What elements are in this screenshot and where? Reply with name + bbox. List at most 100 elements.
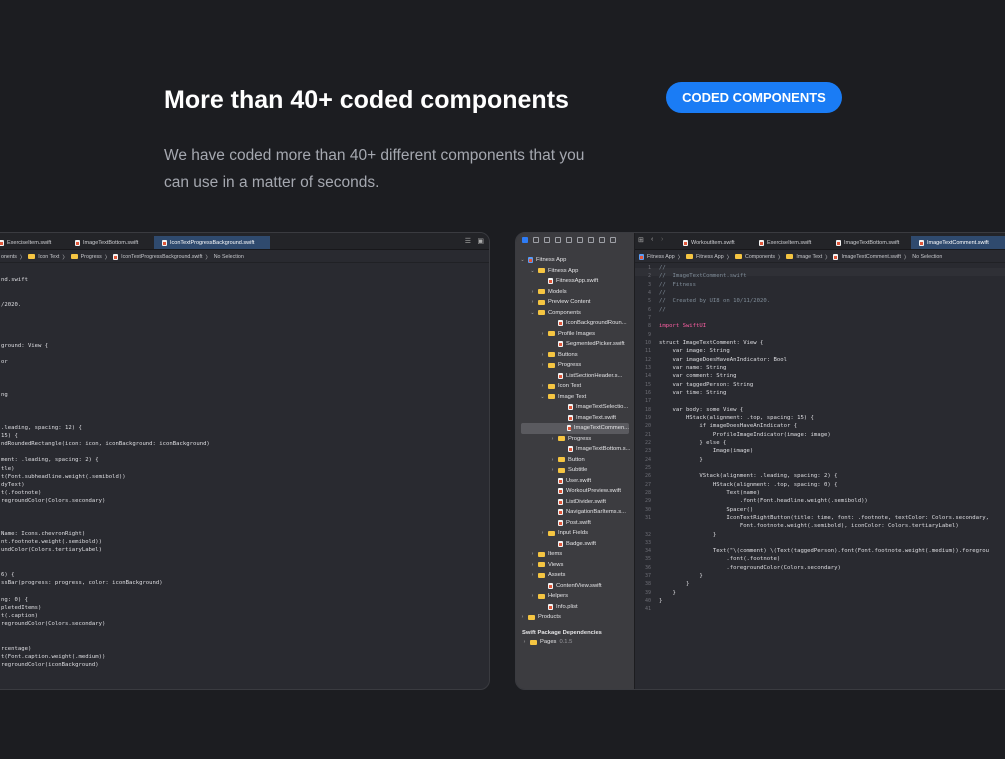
chevron-right-icon[interactable]: › bbox=[551, 456, 554, 463]
chevron-right-icon[interactable]: › bbox=[531, 299, 534, 306]
tab-exerciseitem[interactable]: ExerciseItem.swift bbox=[0, 236, 59, 249]
breadcrumb-item[interactable]: Fitness App bbox=[696, 253, 724, 260]
code-editor[interactable]: //// ImageTextComment.swift// Fitness///… bbox=[659, 264, 989, 614]
breadcrumb-item[interactable]: Components bbox=[745, 253, 776, 260]
navigator-item[interactable]: WorkoutPreview.swift bbox=[516, 486, 634, 497]
navigator-item[interactable]: User.swift bbox=[516, 476, 634, 487]
navigator-item[interactable]: › Models bbox=[516, 287, 634, 298]
coded-components-badge[interactable]: CODED COMPONENTS bbox=[666, 82, 842, 113]
navigator-item[interactable]: ContentView.swift bbox=[516, 581, 634, 592]
tab-icontextprogressbackground[interactable]: IconTextProgressBackground.swift bbox=[154, 236, 270, 249]
code-editor[interactable]: nd.swift/2020. ground: View {or ng .leading… bbox=[1, 268, 210, 669]
navigator-item[interactable]: Badge.swift bbox=[516, 539, 634, 550]
navigator-item[interactable]: › Icon Text bbox=[516, 381, 634, 392]
chevron-right-icon[interactable]: › bbox=[551, 467, 554, 474]
navigator-item[interactable]: › Profile Images bbox=[516, 329, 634, 340]
navigator-item[interactable]: SegmentedPicker.swift bbox=[516, 339, 634, 350]
navigator-item[interactable]: › Buttons bbox=[516, 350, 634, 361]
breadcrumb-item[interactable]: Icon Text bbox=[38, 253, 60, 260]
code-line bbox=[1, 448, 210, 456]
navigator-item-label: Icon Text bbox=[558, 383, 582, 390]
inspector-icon[interactable]: ▣ bbox=[477, 238, 484, 245]
breadcrumb-item[interactable]: Image Text bbox=[796, 253, 823, 260]
chevron-right-icon[interactable]: › bbox=[531, 551, 534, 558]
navigator-item[interactable]: › Views bbox=[516, 560, 634, 571]
chevron-down-icon[interactable]: ⌄ bbox=[530, 267, 535, 274]
warning-icon[interactable] bbox=[566, 237, 572, 243]
breadcrumb-item[interactable]: onents bbox=[1, 253, 17, 260]
chevron-down-icon[interactable]: ⌄ bbox=[540, 393, 545, 400]
navigator-item[interactable]: ImageTextSelectio... bbox=[516, 402, 634, 413]
navigator-item[interactable]: › Products bbox=[516, 612, 634, 623]
navigator-item[interactable]: ⌄ Fitness App bbox=[516, 266, 634, 277]
package-item[interactable]: › Pages 0.1.5 bbox=[522, 639, 573, 645]
navigator-item-label: Info.plist bbox=[556, 603, 578, 610]
chevron-right-icon[interactable]: › bbox=[541, 383, 544, 390]
navigator-item[interactable]: ImageTextCommen... bbox=[521, 423, 629, 434]
navigator-item[interactable]: › Assets bbox=[516, 570, 634, 581]
editor-layout-icon[interactable]: ☰ bbox=[464, 238, 471, 245]
tab-workoutitem[interactable]: WorkoutItem.swift bbox=[675, 236, 743, 249]
breadcrumb-item[interactable]: No Selection bbox=[213, 253, 244, 260]
navigator-item-label: Button bbox=[568, 456, 585, 463]
chevron-right-icon[interactable]: › bbox=[541, 330, 544, 337]
navigator-item[interactable]: › Progress bbox=[516, 360, 634, 371]
breadcrumb-item[interactable]: Progress bbox=[80, 253, 102, 260]
chevron-right-icon[interactable]: › bbox=[523, 639, 526, 645]
navigator-item[interactable]: › Preview Content bbox=[516, 297, 634, 308]
breadcrumb-item[interactable]: Fitness App bbox=[647, 253, 675, 260]
navigator-item[interactable]: ImageText.swift bbox=[516, 413, 634, 424]
breadcrumb-item[interactable]: IconTextProgressBackground.swift bbox=[121, 253, 203, 260]
tab-imagetextcomment[interactable]: ImageTextComment.swift bbox=[911, 236, 1005, 249]
chevron-right-icon[interactable]: › bbox=[541, 351, 544, 358]
tab-label: ExerciseItem.swift bbox=[7, 239, 52, 246]
navigator-item-label: ListSectionHeader.s... bbox=[566, 372, 623, 379]
breadcrumb-item[interactable]: No Selection bbox=[912, 253, 943, 260]
navigator-item[interactable]: ⌄ Image Text bbox=[516, 392, 634, 403]
code-line bbox=[659, 605, 989, 613]
navigator-item[interactable]: › Subtitle bbox=[516, 465, 634, 476]
navigator-item[interactable]: › Progress bbox=[516, 434, 634, 445]
report-icon[interactable] bbox=[610, 237, 616, 243]
search-icon[interactable] bbox=[555, 237, 561, 243]
debug-icon[interactable] bbox=[588, 237, 594, 243]
navigator-item[interactable]: ⌄ Components bbox=[516, 308, 634, 319]
chevron-right-icon[interactable]: › bbox=[531, 593, 534, 600]
swift-file-icon bbox=[558, 509, 563, 516]
chevron-down-icon[interactable]: ⌄ bbox=[520, 257, 525, 264]
chevron-right-icon[interactable]: › bbox=[541, 530, 544, 537]
chevron-right-icon[interactable]: › bbox=[531, 288, 534, 295]
navigator-item[interactable]: › Input Fields bbox=[516, 528, 634, 539]
source-control-icon[interactable] bbox=[533, 237, 539, 243]
test-icon[interactable] bbox=[577, 237, 583, 243]
chevron-right-icon[interactable]: › bbox=[541, 362, 544, 369]
navigator-item[interactable]: Info.plist bbox=[516, 602, 634, 613]
tab-exerciseitem[interactable]: ExerciseItem.swift bbox=[751, 236, 819, 249]
folder-nav-icon[interactable] bbox=[522, 237, 528, 243]
tab-imagetextbottom[interactable]: ImageTextBottom.swift bbox=[67, 236, 146, 249]
navigator-item[interactable]: FitnessApp.swift bbox=[516, 276, 634, 287]
chevron-right-icon[interactable]: › bbox=[531, 561, 534, 568]
navigator-item[interactable]: ListDivider.swift bbox=[516, 497, 634, 508]
chevron-right-icon[interactable]: › bbox=[531, 572, 534, 579]
grid-icon[interactable]: ⊞ bbox=[638, 237, 644, 244]
navigator-item[interactable]: ⌄ Fitness App bbox=[516, 255, 634, 266]
chevron-down-icon[interactable]: ⌄ bbox=[530, 309, 535, 316]
chevron-right-icon[interactable]: › bbox=[551, 435, 554, 442]
navigator-item[interactable]: IconBackgroundRoun... bbox=[516, 318, 634, 329]
tab-imagetextbottom[interactable]: ImageTextBottom.swift bbox=[828, 236, 907, 249]
symbol-icon[interactable] bbox=[544, 237, 550, 243]
navigator-item[interactable]: NavigationBarItems.s... bbox=[516, 507, 634, 518]
chevron-right-icon[interactable]: › bbox=[521, 614, 524, 621]
navigator-item[interactable]: › Button bbox=[516, 455, 634, 466]
navigator-item[interactable]: ListSectionHeader.s... bbox=[516, 371, 634, 382]
forward-icon[interactable]: › bbox=[661, 236, 664, 243]
back-icon[interactable]: ‹ bbox=[651, 236, 654, 243]
navigator-item[interactable]: › Helpers bbox=[516, 591, 634, 602]
navigator-item[interactable]: ImageTextBottom.s... bbox=[516, 444, 634, 455]
breadcrumb-item[interactable]: ImageTextComment.swift bbox=[841, 253, 901, 260]
navigator-item[interactable]: Post.swift bbox=[516, 518, 634, 529]
navigator-item[interactable]: › Items bbox=[516, 549, 634, 560]
breakpoint-icon[interactable] bbox=[599, 237, 605, 243]
navigator-item-label: Input Fields bbox=[558, 530, 588, 537]
